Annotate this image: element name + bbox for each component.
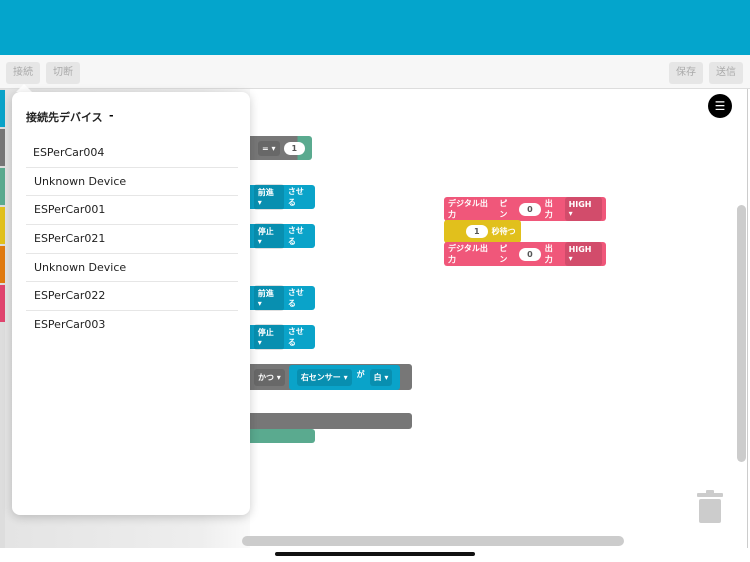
- operator-dropdown[interactable]: = ▾: [258, 140, 280, 156]
- pin-label: ピン: [499, 244, 508, 264]
- device-item[interactable]: ESPerCar022: [26, 282, 238, 312]
- move-forward-block[interactable]: 前進 ▾ させる: [240, 285, 315, 311]
- level-value: HIGH: [568, 245, 592, 254]
- compare-block[interactable]: = ▾ 1: [240, 136, 312, 160]
- category-5[interactable]: [0, 285, 5, 322]
- device-item[interactable]: Unknown Device: [26, 254, 238, 283]
- level-dropdown[interactable]: HIGH ▾: [564, 197, 602, 221]
- menu-icon[interactable]: ☰: [708, 94, 732, 118]
- category-2[interactable]: [0, 168, 5, 205]
- pin-value[interactable]: 0: [519, 247, 541, 261]
- color-value: 白: [373, 372, 382, 382]
- app-header: [0, 0, 750, 55]
- output-label: 出力: [544, 199, 553, 219]
- logic-and-block[interactable]: かつ ▾ 右センサー ▾ が白 ▾: [240, 364, 412, 390]
- device-item[interactable]: ESPerCar004: [26, 139, 238, 168]
- toolbar: 接続 切断 保存 送信: [0, 55, 750, 89]
- device-item[interactable]: Unknown Device: [26, 168, 238, 197]
- make-label: させる: [287, 327, 304, 347]
- wait-label: 秒待つ: [491, 227, 516, 236]
- vertical-scrollbar[interactable]: [737, 205, 746, 462]
- direction-dropdown[interactable]: 停止 ▾: [253, 223, 284, 249]
- digital-output-block[interactable]: デジタル出力 ピン 0 出力 HIGH ▾: [444, 197, 606, 221]
- sensor-dropdown[interactable]: 右センサー ▾: [296, 368, 352, 386]
- save-button[interactable]: 保存: [669, 62, 703, 84]
- trash-icon[interactable]: [697, 490, 723, 524]
- direction-value: 停止: [257, 227, 274, 236]
- direction-dropdown[interactable]: 前進 ▾: [253, 184, 284, 210]
- ga-label: が: [356, 369, 365, 379]
- disconnect-button[interactable]: 切断: [46, 62, 80, 84]
- output-label: 出力: [544, 244, 553, 264]
- digital-output-block[interactable]: デジタル出力 ピン 0 出力 HIGH ▾: [444, 242, 606, 266]
- sensor-value: 右センサー: [300, 372, 341, 382]
- device-list: ESPerCar004 Unknown Device ESPerCar001 E…: [26, 139, 238, 340]
- horizontal-scrollbar[interactable]: [242, 536, 624, 546]
- make-label: させる: [287, 226, 304, 246]
- category-4[interactable]: [0, 246, 5, 283]
- operator-value: =: [262, 143, 269, 153]
- move-forward-block[interactable]: 前進 ▾ させる: [240, 184, 315, 210]
- sensor-condition-block[interactable]: 右センサー ▾ が白 ▾: [288, 364, 401, 390]
- device-popover: 接続先デバイス - ESPerCar004 Unknown Device ESP…: [12, 92, 250, 515]
- teal-block[interactable]: [240, 429, 315, 443]
- wait-value[interactable]: 1: [466, 225, 488, 238]
- color-dropdown[interactable]: 白 ▾: [369, 368, 393, 386]
- pin-label: ピン: [499, 199, 508, 219]
- pin-value[interactable]: 0: [519, 202, 541, 216]
- level-dropdown[interactable]: HIGH ▾: [564, 242, 602, 266]
- compare-value[interactable]: 1: [283, 141, 306, 155]
- direction-value: 停止: [257, 328, 274, 337]
- stop-block[interactable]: 停止 ▾ させる: [240, 223, 315, 249]
- direction-value: 前進: [257, 289, 274, 298]
- direction-value: 前進: [257, 188, 274, 197]
- popover-arrow: [16, 84, 32, 92]
- connect-button[interactable]: 接続: [6, 62, 40, 84]
- send-button[interactable]: 送信: [709, 62, 743, 84]
- make-label: させる: [287, 187, 304, 207]
- level-value: HIGH: [568, 200, 592, 209]
- direction-dropdown[interactable]: 前進 ▾: [253, 285, 284, 311]
- device-item[interactable]: ESPerCar001: [26, 196, 238, 226]
- category-3[interactable]: [0, 207, 5, 244]
- wait-block[interactable]: 1 秒待つ: [444, 220, 521, 243]
- connection-status: -: [109, 109, 114, 122]
- home-indicator: [275, 552, 475, 556]
- digital-out-label: デジタル出力: [448, 199, 488, 219]
- category-1[interactable]: [0, 129, 5, 166]
- category-0[interactable]: [0, 90, 5, 127]
- popover-title: 接続先デバイス: [26, 111, 103, 124]
- direction-dropdown[interactable]: 停止 ▾: [253, 324, 284, 350]
- category-toolbox: [0, 89, 5, 548]
- make-label: させる: [287, 288, 304, 308]
- gray-block[interactable]: [240, 413, 412, 429]
- stop-block[interactable]: 停止 ▾ させる: [240, 324, 315, 350]
- digital-out-label: デジタル出力: [448, 244, 488, 264]
- device-item[interactable]: ESPerCar021: [26, 225, 238, 254]
- logic-value: かつ: [258, 372, 274, 382]
- device-item[interactable]: ESPerCar003: [34, 318, 106, 332]
- logic-dropdown[interactable]: かつ ▾: [254, 368, 285, 386]
